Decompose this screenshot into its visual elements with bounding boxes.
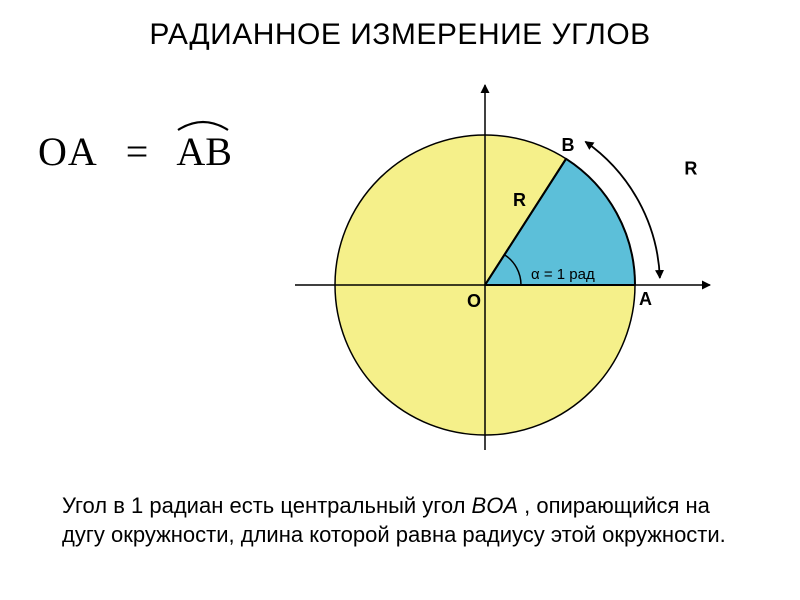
radian-diagram: O A B R Rα = 1 рад — [290, 70, 720, 450]
formula: OA = AB — [38, 118, 232, 175]
caption-angle-name: BOA — [472, 493, 518, 518]
label-B: B — [562, 135, 575, 155]
arc-hat-icon — [174, 116, 232, 132]
formula-rhs: AB — [176, 129, 232, 174]
caption-pre: Угол в 1 радиан есть центральный угол — [62, 493, 472, 518]
label-O: O — [467, 291, 481, 311]
page-title: РАДИАННОЕ ИЗМЕРЕНИЕ УГЛОВ — [0, 18, 800, 52]
formula-rhs-wrap: AB — [176, 118, 232, 175]
label-R-outside: R — [684, 158, 697, 178]
label-R-inside: R — [513, 190, 526, 210]
label-alpha: α = 1 рад — [531, 266, 595, 283]
label-A: A — [639, 289, 652, 309]
formula-equals: = — [126, 129, 149, 174]
caption: Угол в 1 радиан есть центральный угол BO… — [62, 491, 738, 550]
formula-lhs: OA — [38, 129, 98, 174]
